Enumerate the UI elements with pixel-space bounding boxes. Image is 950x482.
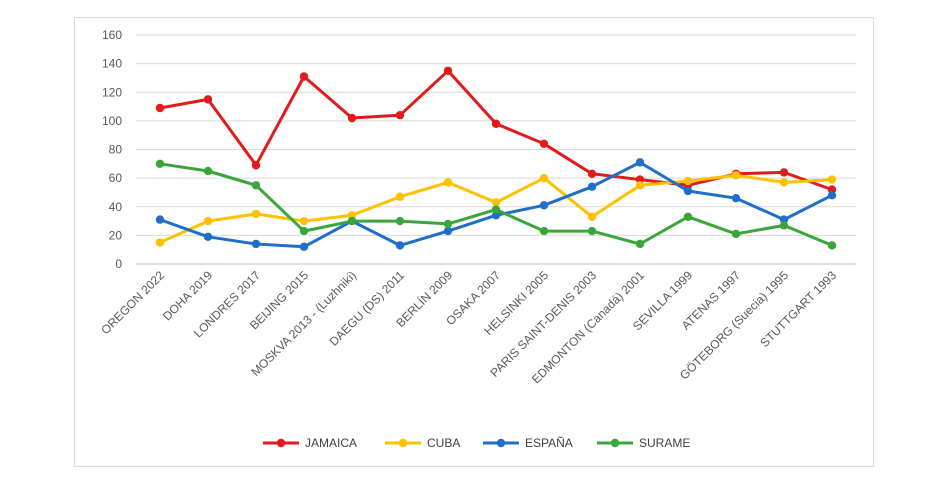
data-point [635,239,645,249]
data-point [203,232,213,242]
data-point [683,186,693,196]
data-point [155,215,165,224]
data-point [299,242,309,252]
series-surame [155,159,837,250]
data-point [251,161,261,170]
data-point [299,226,309,236]
data-point [491,119,501,128]
data-point [203,166,213,176]
data-point [203,95,213,104]
data-point [251,209,261,219]
y-tick-label: 80 [109,143,123,157]
legend-label: ESPAÑA [525,436,573,450]
data-point [779,221,789,230]
y-tick-label: 0 [115,257,122,271]
data-point [539,226,549,236]
data-point [443,66,453,75]
legend-swatch-marker [496,438,506,448]
legend-swatch-marker [276,438,286,448]
y-tick-label: 20 [109,228,123,242]
data-point [395,110,405,120]
data-point [251,181,261,190]
data-point [827,241,837,250]
legend-item-jamaica: JAMAICA [263,436,357,450]
series-españa [155,158,837,252]
data-point [155,238,165,247]
data-point [587,212,597,221]
series-lines [155,66,837,252]
chart-area: 0 20 40 60 80 100 120 140 160 OREGON 2022 DOHA 20… [74,17,874,467]
data-point [587,169,597,179]
data-point [635,181,645,190]
data-point [347,216,357,226]
data-point [155,103,165,113]
legend-swatch-marker [398,438,408,448]
data-point [443,226,453,236]
data-point [683,176,693,186]
series-line [158,69,834,192]
y-axis-ticks: 0 20 40 60 80 100 120 140 160 [102,28,122,271]
legend-swatch-marker [610,438,620,448]
data-point [539,173,549,183]
data-point [299,72,309,81]
data-point [731,229,741,239]
data-point [491,205,501,214]
y-tick-label: 140 [102,57,122,71]
data-point [731,171,741,180]
y-tick-label: 40 [109,200,123,214]
data-point [827,191,837,200]
data-point [731,193,741,203]
legend-label: JAMAICA [305,436,357,450]
legend-label: SURAME [639,436,690,450]
legend-item-surame: SURAME [597,436,690,450]
y-tick-label: 60 [109,171,123,185]
y-tick-label: 100 [102,114,122,128]
data-point [779,168,789,177]
data-point [443,219,453,229]
legend-item-cuba: CUBA [385,436,460,450]
data-point [635,158,645,167]
data-point [539,139,549,148]
x-tick-label: OREGON 2022 [98,268,167,337]
data-point [587,182,597,191]
data-point [299,216,309,226]
legend-label: CUBA [427,436,460,450]
data-point [683,212,693,221]
y-tick-label: 160 [102,28,122,42]
data-point [779,178,789,187]
series-cuba [155,171,837,247]
data-point [155,159,165,169]
data-point [827,175,837,184]
data-point [395,216,405,226]
data-point [491,198,501,207]
data-point [395,241,405,250]
data-point [203,216,213,226]
data-point [587,226,597,236]
data-point [251,239,261,249]
legend: JAMAICA CUBA ESPAÑA SURAME [263,436,690,450]
data-point [443,178,453,187]
data-point [395,192,405,201]
data-point [539,201,549,210]
y-tick-label: 120 [102,85,122,99]
data-point [347,113,357,123]
legend-item-españa: ESPAÑA [483,436,573,450]
